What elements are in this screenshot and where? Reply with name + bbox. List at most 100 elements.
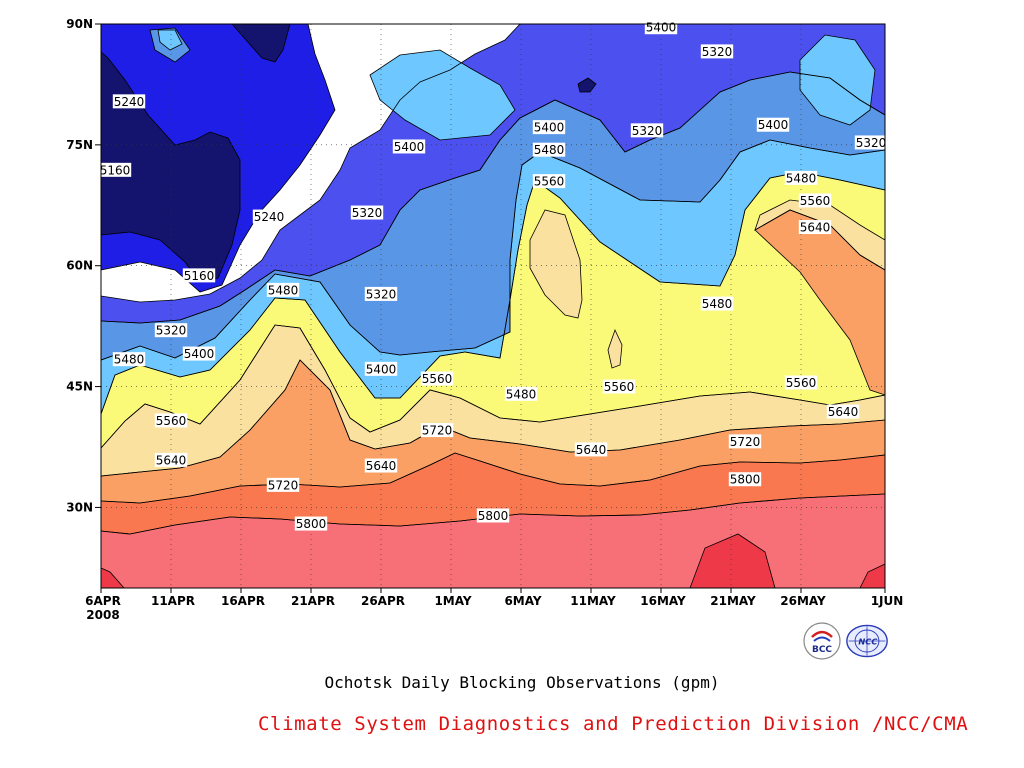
cold-pocket-top-b-line [157, 29, 183, 51]
x-tick-label: 1MAY [434, 594, 471, 608]
contour-band-5400 [101, 140, 885, 414]
ncc-logo-text: NCC [858, 637, 877, 647]
contour-label: 5320 [702, 45, 733, 59]
x-tick-label: 16MAY [640, 594, 686, 608]
x-tick-label: 26APR [361, 594, 405, 608]
blue-patch-east-line [799, 34, 876, 126]
contour-label-box [98, 162, 132, 177]
contour-label: 5480 [114, 353, 145, 367]
contour-label: 5480 [534, 143, 565, 157]
gridlines [101, 24, 885, 588]
x-tick-label: 1JUN [871, 594, 904, 608]
orange-tongue-east [755, 210, 885, 395]
contour-label-box [532, 142, 566, 157]
contour-label-box [728, 434, 762, 449]
contour-label: 5560 [800, 194, 831, 208]
contour-band-lt5160 [101, 52, 240, 282]
contour-label: 5320 [856, 136, 887, 150]
contour-band-5560 [101, 325, 885, 476]
credit-line: Climate System Diagnostics and Predictio… [258, 713, 969, 735]
contour-label-box [630, 123, 664, 138]
contour-label-box [266, 282, 300, 297]
x-tick-label: 21MAY [710, 594, 756, 608]
cold-pocket-top-a-line [149, 27, 191, 63]
contour-label: 5400 [394, 140, 425, 154]
contour-label: 5240 [254, 210, 285, 224]
contour-label: 5640 [828, 405, 859, 419]
contour-band-lt5160 [232, 24, 290, 62]
contour-label: 5560 [786, 376, 817, 390]
blue-patch-apr-line [369, 49, 516, 141]
contour-label-box [700, 44, 734, 59]
contour-label: 5800 [478, 509, 509, 523]
chart-caption: Ochotsk Daily Blocking Observations (gpm… [324, 673, 720, 692]
bcc-logo: BCC [803, 622, 841, 660]
contour-label-box [798, 220, 832, 235]
contour-label-box [784, 375, 818, 390]
blue-patch-apr [370, 50, 515, 140]
contour-label-box [700, 296, 734, 311]
contour-label-box [826, 404, 860, 419]
contour-label: 5400 [646, 21, 677, 35]
contour-label-box [504, 386, 538, 401]
tan-band-east [755, 200, 885, 270]
max-pocket-center [690, 534, 775, 588]
contour-label-box [154, 413, 188, 428]
y-tick-label: 45N [66, 380, 93, 394]
contour-label-box [574, 442, 608, 457]
contour-label: 5560 [156, 414, 187, 428]
contour-label-box [112, 94, 146, 109]
contour-label: 5560 [604, 380, 635, 394]
contour-label-box [112, 352, 146, 367]
y-tick-label: 75N [66, 138, 93, 152]
contour-band-5800 [101, 494, 885, 588]
contour-label: 5400 [366, 362, 397, 376]
max-pocket-west [101, 568, 124, 588]
contour-label-box [602, 379, 636, 394]
contour-label: 5320 [352, 206, 383, 220]
contour-band-5640 [101, 360, 885, 503]
contour-label-box [420, 371, 454, 386]
contour-band-5320 [101, 72, 885, 360]
warm-pocket-may-line [529, 209, 583, 319]
contour-label-box [266, 477, 300, 492]
contour-label: 5720 [422, 424, 453, 438]
warm-pocket-small-line [607, 328, 623, 369]
y-tick-label: 60N [66, 259, 93, 273]
warm-pocket-small [608, 330, 622, 368]
contour-label: 5400 [534, 121, 565, 135]
contour-label: 5400 [758, 118, 789, 132]
contour-label-box [364, 458, 398, 473]
contour-label-box [364, 286, 398, 301]
contour-label: 5560 [534, 175, 565, 189]
contour-label-box [532, 120, 566, 135]
contour-band-5720 [101, 453, 885, 534]
y-tick-label: 30N [66, 500, 93, 514]
contour-label: 5320 [366, 287, 397, 301]
contour-label: 5160 [100, 163, 131, 177]
contour-label: 5640 [156, 453, 187, 467]
contour-label: 5800 [730, 473, 761, 487]
contour-label-box [154, 323, 188, 338]
contour-label: 5320 [632, 124, 663, 138]
contour-label-box [784, 170, 818, 185]
contour-label-box [728, 472, 762, 487]
contour-label: 5560 [422, 372, 453, 386]
contour-label-box [798, 193, 832, 208]
x-tick-label: 6APR [85, 594, 121, 608]
contour-label: 5240 [114, 95, 145, 109]
contour-label: 5480 [268, 283, 299, 297]
contour-label-box [532, 174, 566, 189]
contour-label: 5720 [268, 478, 299, 492]
contour-label: 5480 [786, 171, 817, 185]
contour-band-5480 [101, 172, 885, 448]
contour-label-box [182, 268, 216, 283]
contour-label-box [364, 361, 398, 376]
ncc-logo: NCC [846, 624, 888, 658]
contour-band-5240 [101, 24, 885, 323]
contour-label-box [294, 516, 328, 531]
contour-label-box [154, 452, 188, 467]
contour-label: 5800 [296, 517, 327, 531]
max-pocket-east [860, 564, 885, 588]
